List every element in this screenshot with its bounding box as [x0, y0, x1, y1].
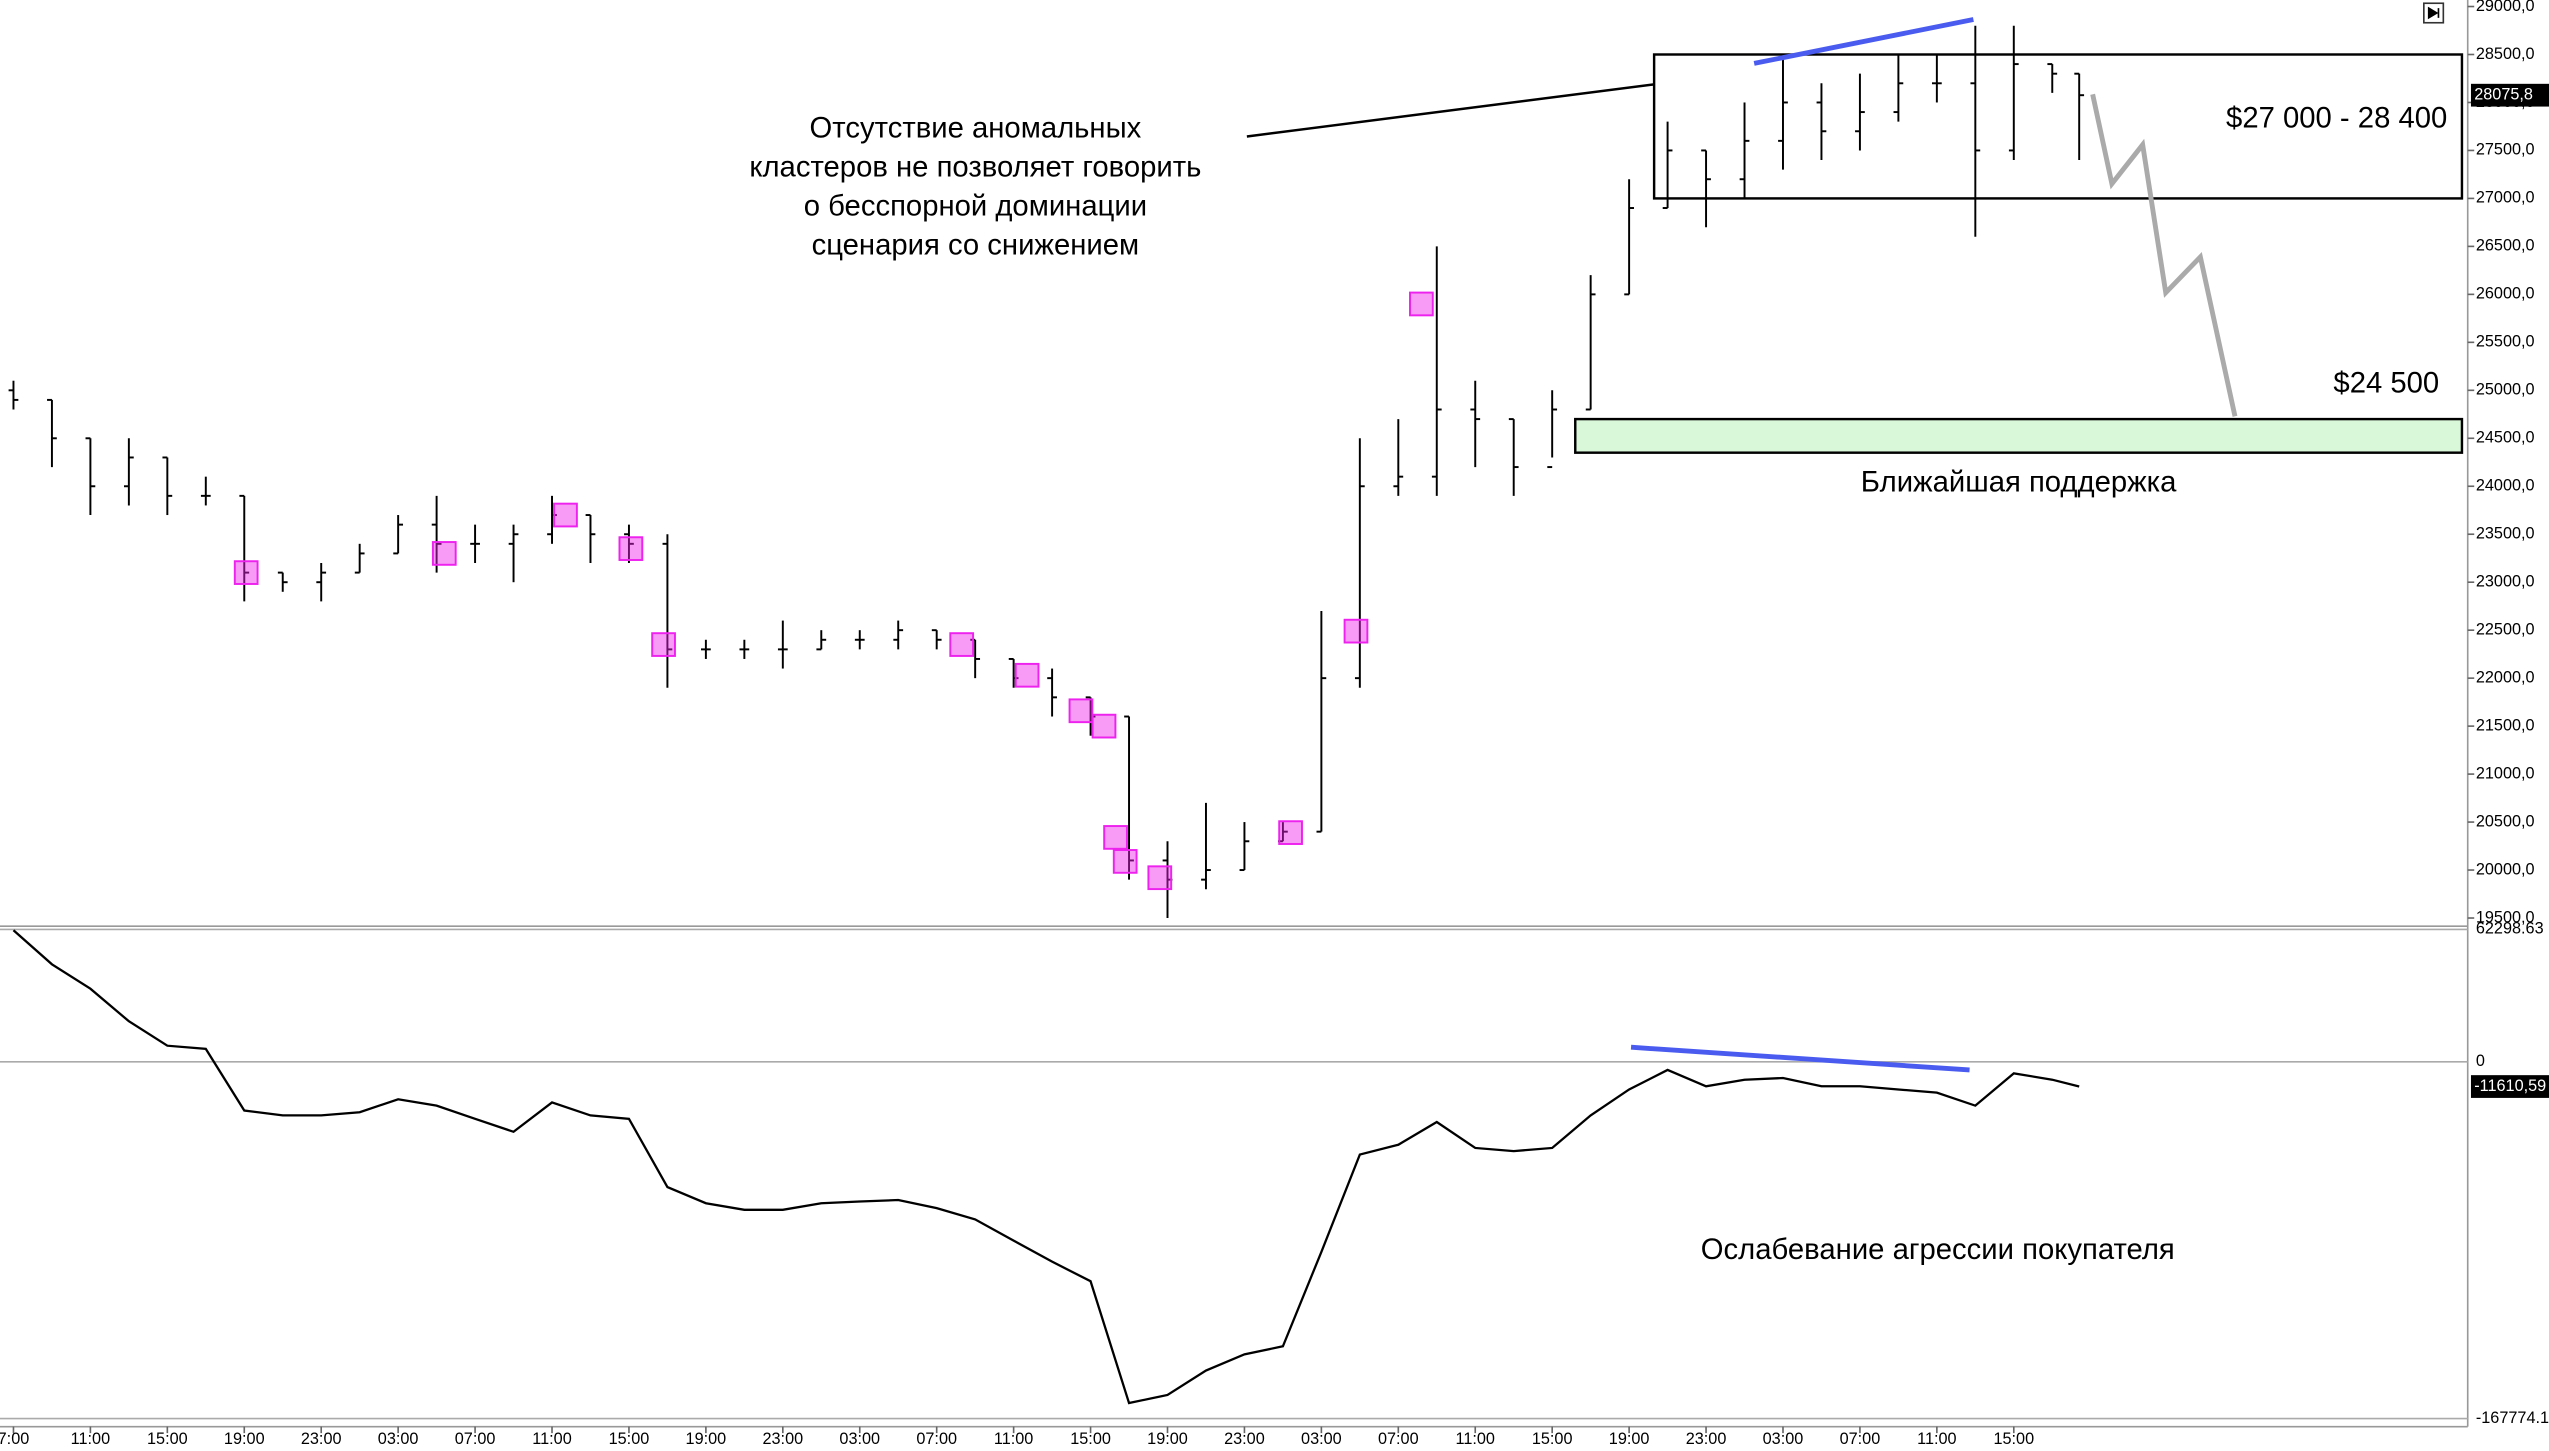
x-tick-label: 23:00 — [301, 1430, 342, 1448]
y-tick-label: 24000,0 — [2476, 477, 2535, 495]
x-tick-label: 15:00 — [1070, 1430, 1111, 1448]
comment-line: кластеров не позволяет говорить — [749, 152, 1201, 184]
x-tick-label: 19:00 — [224, 1430, 265, 1448]
zone — [1574, 417, 2464, 454]
x-tick-label: 15:00 — [147, 1430, 188, 1448]
y-tick-label: 23500,0 — [2476, 525, 2535, 543]
y-tick-label: 28500,0 — [2476, 45, 2535, 63]
zone — [1652, 53, 2464, 200]
y-tick-label: 22500,0 — [2476, 620, 2535, 638]
comment-line: сценария со снижением — [812, 230, 1140, 262]
pointer-line — [1246, 83, 1654, 138]
x-tick-label: 23:00 — [762, 1430, 803, 1448]
y-tick-label: -167774.1 — [2476, 1409, 2549, 1427]
x-tick-label: 03:00 — [378, 1430, 419, 1448]
cluster — [431, 541, 457, 566]
trend-line — [1630, 1044, 1970, 1073]
cluster — [1014, 662, 1040, 688]
y-tick-label: 26500,0 — [2476, 237, 2535, 255]
zone-caption: Ближайшая поддержка — [1861, 466, 2177, 498]
cluster — [1343, 618, 1369, 644]
x-tick-label: 11:00 — [71, 1430, 110, 1448]
x-tick-label: 19:00 — [1609, 1430, 1650, 1448]
x-tick-label: 15:00 — [1993, 1430, 2034, 1448]
x-tick-label: 03:00 — [1763, 1430, 1804, 1448]
zone-label: $24 500 — [2333, 368, 2439, 400]
comment-line: Отсутствие аномальных — [810, 113, 1142, 145]
panel-caption: Ослабевание агрессии покупателя — [1701, 1234, 2175, 1266]
cluster — [1147, 865, 1173, 891]
last-value-label: -11610,59 — [2474, 1077, 2546, 1095]
last-value-box — [2470, 1075, 2549, 1098]
last-price-box — [2470, 83, 2549, 107]
x-tick-label: 07:00 — [1840, 1430, 1881, 1448]
y-tick-label: 20000,0 — [2476, 860, 2535, 878]
x-tick-label: 7:00 — [0, 1430, 29, 1448]
x-tick-label: 23:00 — [1686, 1430, 1727, 1448]
cluster — [1091, 713, 1117, 739]
x-tick-label: 11:00 — [532, 1430, 571, 1448]
cluster — [651, 632, 676, 657]
last-price-label: 28075,8 — [2474, 85, 2533, 103]
cluster — [1409, 291, 1434, 317]
x-tick-label: 07:00 — [916, 1430, 957, 1448]
cluster — [949, 632, 975, 657]
cluster — [1112, 849, 1138, 874]
projection-line — [2090, 93, 2238, 417]
y-tick-label: 29000,0 — [2476, 0, 2535, 15]
y-tick-label: 25500,0 — [2476, 333, 2535, 351]
cluster — [1103, 825, 1128, 850]
trend-line — [1753, 17, 1974, 66]
y-tick-label: 25000,0 — [2476, 381, 2535, 399]
x-tick-label: 11:00 — [1456, 1430, 1495, 1448]
x-tick-label: 15:00 — [609, 1430, 650, 1448]
y-tick-label: 19500,0 — [2476, 908, 2535, 926]
delta-line — [12, 929, 2080, 1405]
comment-line: о бесспорной доминации — [804, 191, 1147, 223]
y-tick-label: 0 — [2476, 1052, 2485, 1070]
y-tick-label: 23000,0 — [2476, 573, 2535, 591]
y-tick-label: 27500,0 — [2476, 141, 2535, 159]
cluster — [553, 502, 578, 528]
zone-label: $27 000 - 28 400 — [2226, 103, 2447, 135]
x-tick-label: 19:00 — [686, 1430, 727, 1448]
y-tick-label: 22000,0 — [2476, 668, 2535, 686]
x-tick-label: 03:00 — [1301, 1430, 1342, 1448]
cluster — [1068, 698, 1094, 724]
cluster — [618, 536, 644, 561]
y-tick-label: 24500,0 — [2476, 429, 2535, 447]
x-tick-label: 11:00 — [1917, 1430, 1956, 1448]
cluster — [233, 560, 259, 585]
x-tick-label: 07:00 — [455, 1430, 496, 1448]
x-tick-label: 15:00 — [1532, 1430, 1573, 1448]
x-tick-label: 19:00 — [1147, 1430, 1188, 1448]
x-tick-label: 07:00 — [1378, 1430, 1419, 1448]
y-tick-label: 26000,0 — [2476, 285, 2535, 303]
x-tick-label: 23:00 — [1224, 1430, 1265, 1448]
x-tick-label: 03:00 — [839, 1430, 880, 1448]
y-tick-label: 21000,0 — [2476, 764, 2535, 782]
cluster — [1278, 820, 1303, 845]
scroll-icon — [2427, 6, 2440, 20]
x-tick-label: 11:00 — [994, 1430, 1033, 1448]
y-tick-label: 21500,0 — [2476, 716, 2535, 734]
y-tick-label: 20500,0 — [2476, 812, 2535, 830]
y-tick-label: 62298.63 — [2476, 920, 2544, 938]
y-tick-label: 27000,0 — [2476, 189, 2535, 207]
